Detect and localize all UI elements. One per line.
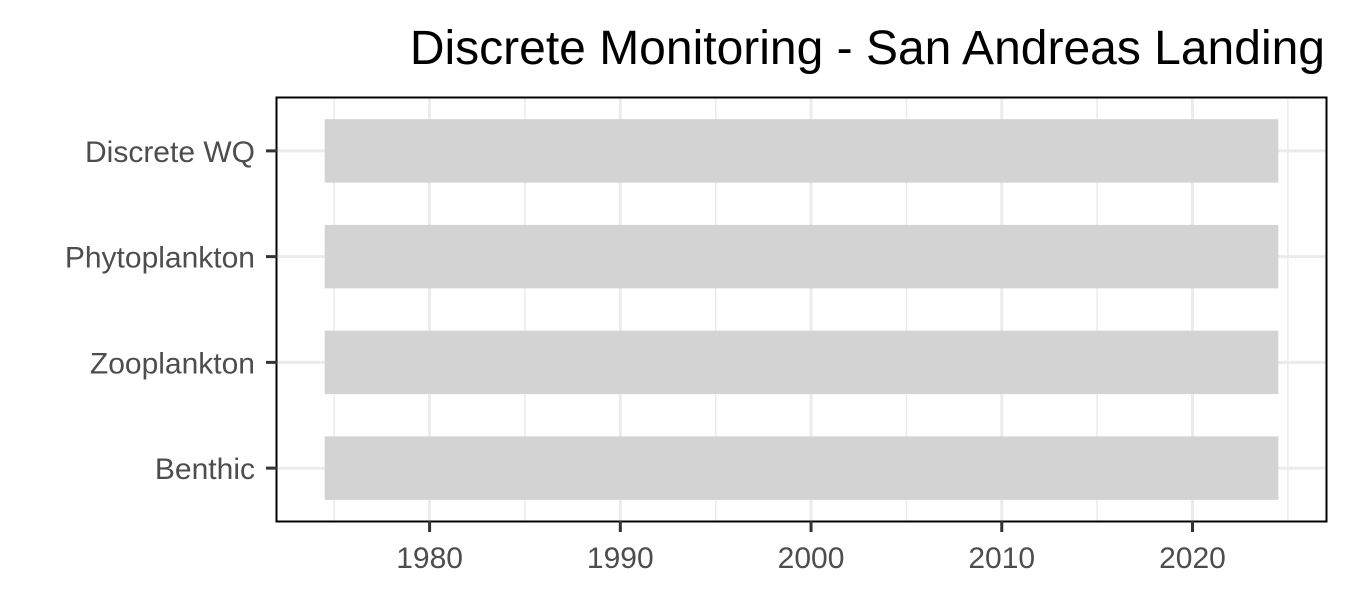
bar-phytoplankton: [324, 224, 1279, 289]
x-tick-label: 2000: [778, 542, 845, 575]
bar-discrete-wq: [324, 119, 1279, 183]
bar-benthic: [324, 436, 1279, 500]
bar-zooplankton: [324, 330, 1279, 395]
chart-title: Discrete Monitoring - San Andreas Landin…: [410, 22, 1325, 75]
y-tick-label: Discrete WQ: [85, 136, 255, 169]
y-tick-label: Benthic: [155, 453, 255, 486]
y-tick-label: Zooplankton: [90, 347, 255, 380]
y-tick-label: Phytoplankton: [65, 242, 255, 275]
x-tick-label: 2020: [1159, 542, 1226, 575]
x-tick-label: 1980: [396, 542, 463, 575]
panel-border: [275, 96, 1328, 523]
x-tick-label: 2010: [968, 542, 1035, 575]
x-tick-label: 1990: [587, 542, 654, 575]
axes: Discrete WQ Phytoplankton Zooplankton Benth…: [65, 136, 1226, 575]
bars: [324, 119, 1279, 500]
